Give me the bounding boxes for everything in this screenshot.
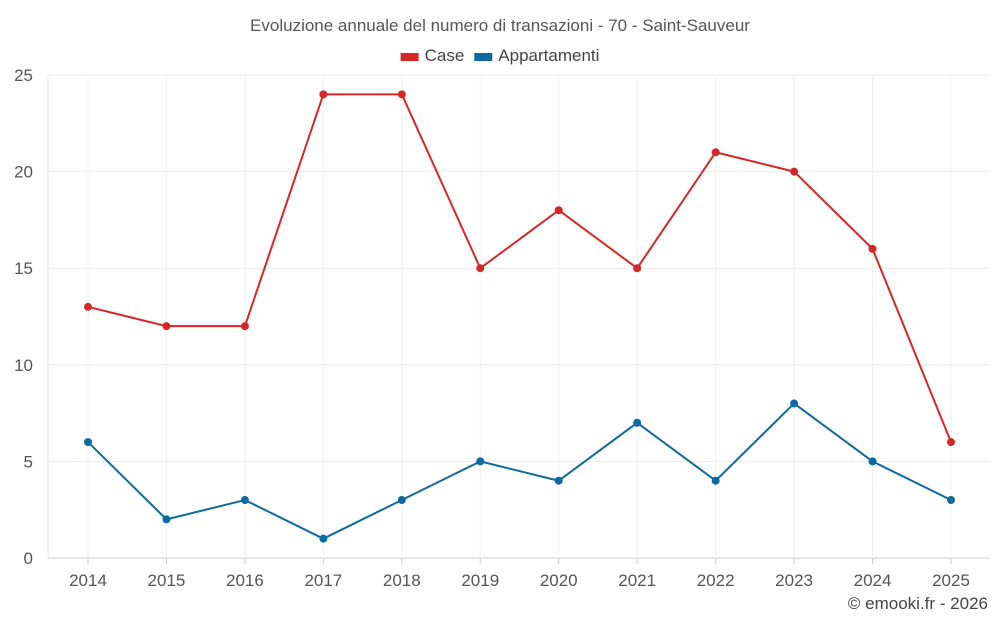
data-point-appartamenti[interactable] <box>947 496 955 505</box>
data-point-appartamenti[interactable] <box>554 476 563 485</box>
data-point-appartamenti[interactable] <box>162 515 171 524</box>
y-tick-label: 5 <box>24 452 33 471</box>
data-point-case[interactable] <box>554 206 563 215</box>
series-line-appartamenti <box>87 402 952 540</box>
legend-label: Appartamenti <box>498 46 599 65</box>
y-tick-label: 10 <box>14 356 33 375</box>
data-point-case[interactable] <box>162 322 171 331</box>
data-point-appartamenti[interactable] <box>711 476 720 485</box>
x-tick-label: 2018 <box>383 571 421 590</box>
data-point-case[interactable] <box>397 90 406 99</box>
data-point-case[interactable] <box>947 438 955 447</box>
y-tick-label: 15 <box>14 259 33 278</box>
credit-text: © emooki.fr - 2026 <box>848 594 988 613</box>
x-tick-label: 2024 <box>854 571 892 590</box>
data-point-case[interactable] <box>240 322 249 331</box>
chart-title: Evoluzione annuale del numero di transaz… <box>250 16 750 35</box>
data-point-case[interactable] <box>319 90 328 99</box>
x-tick-label: 2016 <box>226 571 264 590</box>
x-tick-label: 2023 <box>775 571 813 590</box>
x-tick-label: 2022 <box>697 571 735 590</box>
series-line-case <box>87 93 952 443</box>
x-axis: 2014 2015 2016 2017 2018 2019 2020 2021 2022 2023… <box>69 558 970 590</box>
y-tick-label: 25 <box>14 66 33 85</box>
x-tick-label: 2025 <box>932 571 970 590</box>
data-point-appartamenti[interactable] <box>868 457 877 466</box>
data-point-case[interactable] <box>633 264 642 273</box>
legend-item-case[interactable]: Case <box>400 46 465 65</box>
grid <box>47 74 990 559</box>
data-point-appartamenti[interactable] <box>319 534 328 543</box>
data-point-case[interactable] <box>868 244 877 253</box>
legend-swatch <box>400 53 419 61</box>
y-tick-label: 0 <box>24 549 33 568</box>
legend-swatch <box>474 53 493 61</box>
legend-label: Case <box>425 46 465 65</box>
data-point-appartamenti[interactable] <box>84 438 92 447</box>
data-point-appartamenti[interactable] <box>790 399 799 408</box>
data-point-case[interactable] <box>84 302 92 311</box>
data-point-appartamenti[interactable] <box>476 457 485 466</box>
y-tick-label: 20 <box>14 163 33 182</box>
data-point-case[interactable] <box>711 148 720 157</box>
data-point-appartamenti[interactable] <box>633 418 642 427</box>
x-tick-label: 2017 <box>304 571 342 590</box>
x-tick-label: 2021 <box>618 571 656 590</box>
data-point-case[interactable] <box>790 167 799 176</box>
legend: Case Appartamenti <box>400 46 599 65</box>
legend-item-appartamenti[interactable]: Appartamenti <box>474 46 599 65</box>
x-tick-label: 2020 <box>540 571 578 590</box>
x-tick-label: 2014 <box>69 571 107 590</box>
data-point-appartamenti[interactable] <box>397 496 406 505</box>
x-tick-label: 2015 <box>148 571 186 590</box>
y-axis: 0 5 10 15 20 25 <box>14 66 33 568</box>
data-point-case[interactable] <box>476 264 485 273</box>
x-tick-label: 2019 <box>461 571 499 590</box>
data-point-appartamenti[interactable] <box>240 496 249 505</box>
series-group <box>84 90 955 543</box>
